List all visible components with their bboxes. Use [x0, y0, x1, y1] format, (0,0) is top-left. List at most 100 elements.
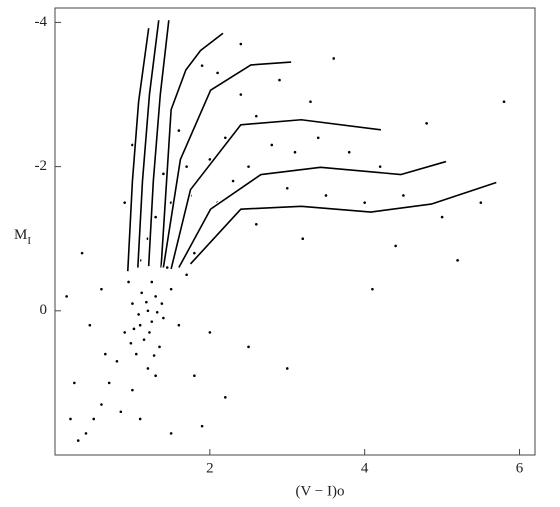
point [231, 179, 235, 183]
point [270, 143, 274, 147]
point [185, 165, 188, 168]
point [402, 194, 405, 197]
point [239, 93, 243, 96]
point [84, 432, 88, 435]
point [131, 388, 134, 392]
point [119, 410, 123, 414]
point [332, 57, 336, 60]
point [138, 323, 142, 327]
y-tick-label: -4 [35, 14, 48, 30]
track-halo [146, 18, 171, 269]
point [301, 237, 305, 241]
point [165, 266, 169, 269]
point [224, 396, 227, 399]
point [123, 331, 126, 334]
point [394, 244, 397, 248]
point [100, 403, 103, 406]
point [239, 42, 243, 46]
point [285, 186, 289, 190]
y-axis-label-sub: I [27, 235, 31, 247]
point [104, 352, 107, 356]
point [293, 150, 297, 154]
point [123, 201, 126, 204]
track [126, 28, 150, 272]
x-tick-label: 2 [206, 460, 214, 476]
point [137, 313, 140, 316]
point [131, 302, 134, 305]
point [169, 432, 173, 435]
point [169, 287, 173, 291]
point [224, 136, 227, 140]
point [65, 295, 68, 298]
point [107, 381, 111, 385]
x-axis-label: (V − I)o [295, 483, 344, 499]
point [247, 345, 250, 349]
y-tick-label: 0 [40, 302, 48, 318]
point [425, 122, 428, 125]
point [193, 251, 196, 255]
track [162, 61, 292, 268]
point [160, 302, 164, 305]
point [216, 71, 219, 75]
point [148, 331, 151, 334]
point [193, 374, 196, 377]
x-tick-label: 4 [361, 460, 369, 476]
track-halo [169, 117, 383, 271]
point [177, 129, 181, 132]
point [145, 300, 148, 304]
point [502, 100, 506, 104]
point [254, 222, 258, 226]
track-halo [176, 159, 448, 270]
point [324, 194, 328, 197]
track [160, 32, 224, 268]
track [189, 181, 497, 265]
track [147, 20, 170, 267]
point [129, 341, 133, 345]
point [479, 201, 483, 204]
point [154, 374, 157, 377]
point [378, 165, 382, 168]
point [131, 143, 134, 147]
point [146, 309, 150, 313]
point [140, 291, 144, 295]
point [208, 331, 212, 334]
point [146, 367, 150, 370]
y-axis-label-main: M [14, 227, 27, 243]
point [73, 381, 76, 385]
point [142, 338, 146, 341]
point [208, 158, 212, 161]
point [278, 78, 281, 82]
point [69, 417, 72, 421]
point [154, 215, 157, 219]
point [158, 345, 161, 349]
point [115, 359, 119, 363]
point [154, 295, 157, 298]
point [347, 150, 351, 154]
point [200, 64, 204, 67]
point [150, 280, 154, 284]
track-halo [188, 180, 499, 266]
point [152, 354, 156, 357]
point [80, 251, 84, 255]
point [185, 273, 188, 277]
point [371, 287, 374, 291]
point [88, 323, 92, 327]
point [134, 352, 138, 356]
point [127, 280, 130, 284]
point [200, 424, 204, 428]
point [76, 439, 80, 442]
y-axis-label: MI [14, 227, 31, 246]
track-halo [161, 60, 294, 270]
point [254, 114, 258, 118]
point [363, 201, 366, 204]
point [316, 136, 320, 140]
point [247, 165, 250, 168]
y-tick-label: -2 [35, 158, 48, 174]
point [138, 417, 142, 421]
point [162, 316, 165, 320]
point [155, 310, 159, 314]
point [285, 367, 289, 370]
point [177, 323, 181, 327]
plot-frame [54, 7, 536, 456]
